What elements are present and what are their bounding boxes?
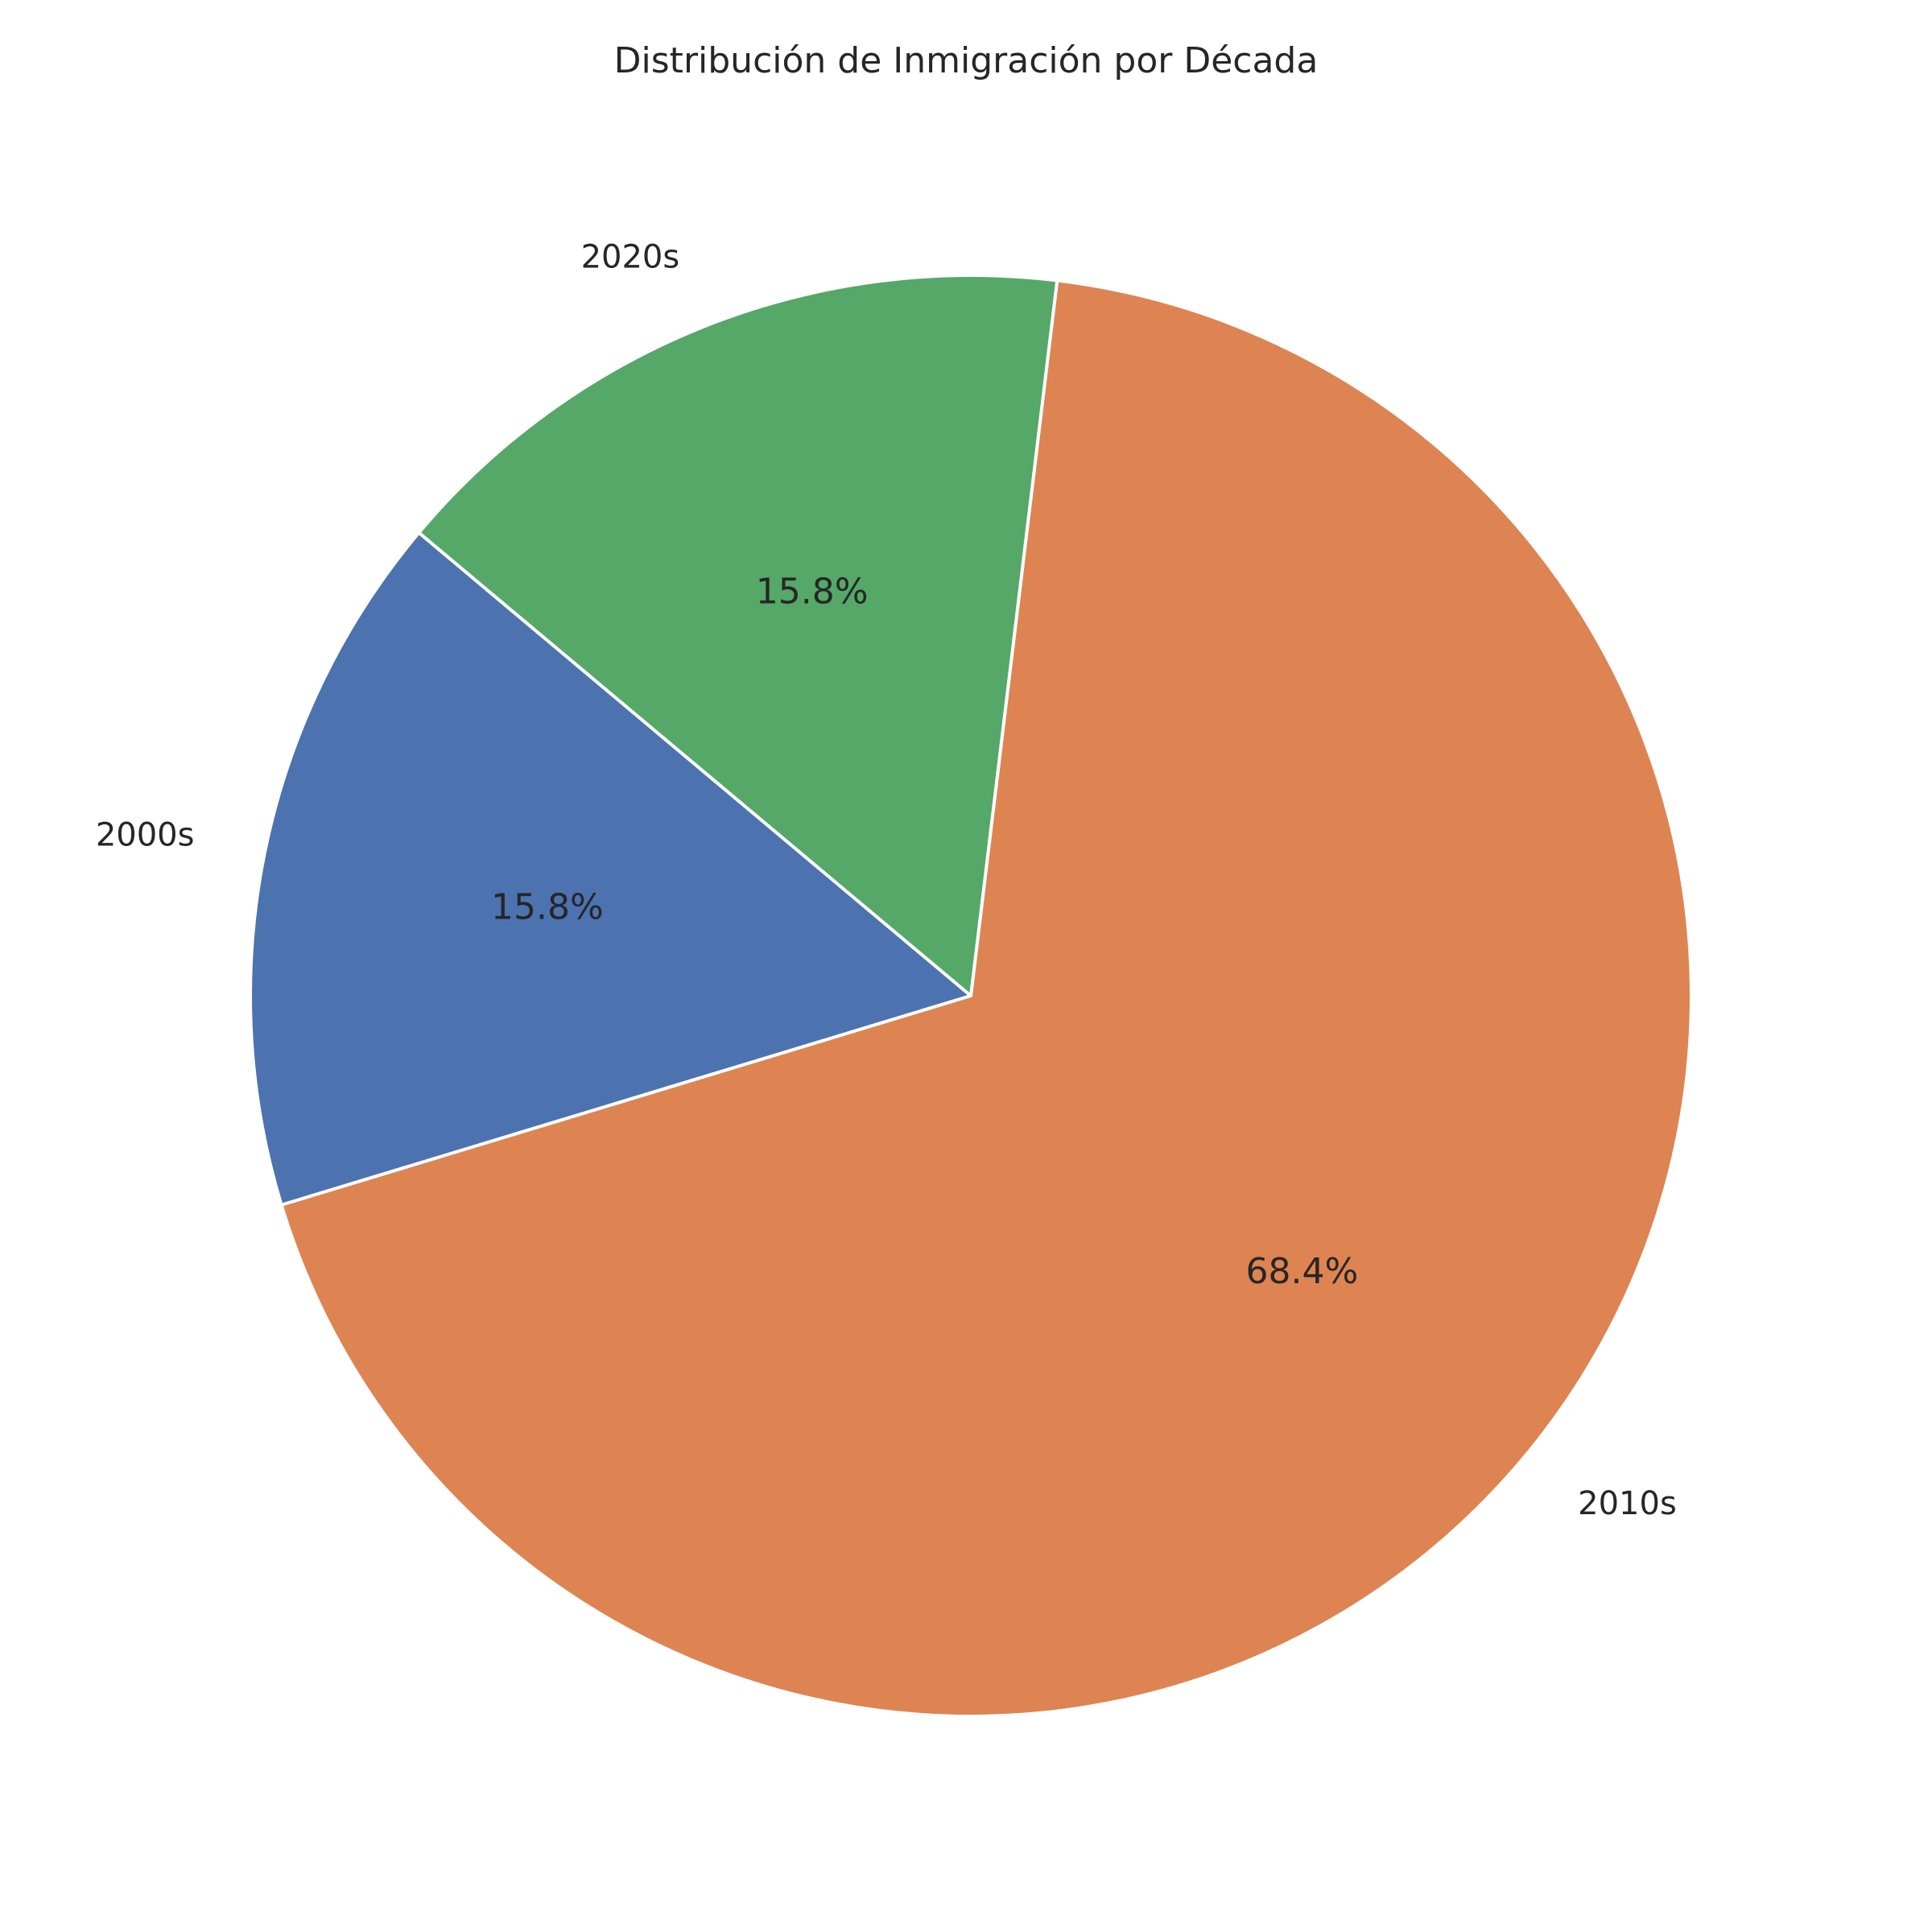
slice-label-2020s: 2020s	[581, 238, 680, 275]
slice-label-2000s: 2000s	[96, 817, 195, 854]
percent-label-2000s: 15.8%	[491, 886, 604, 927]
percent-label-2020s: 15.8%	[756, 572, 869, 613]
pie-slice-2020s	[417, 274, 1059, 997]
percent-label-2010s: 68.4%	[1245, 1251, 1358, 1292]
slice-label-2010s: 2010s	[1578, 1485, 1677, 1522]
pie-labels: 2000s 15.8% 2010s 68.4% 2020s 15.8%	[96, 238, 1677, 1521]
chart-title: Distribución de Inmigración por Década	[614, 40, 1319, 81]
pie-slices	[249, 274, 1693, 1719]
pie-slice-2000s	[249, 530, 972, 1207]
pie-slice-2010s	[279, 279, 1693, 1719]
